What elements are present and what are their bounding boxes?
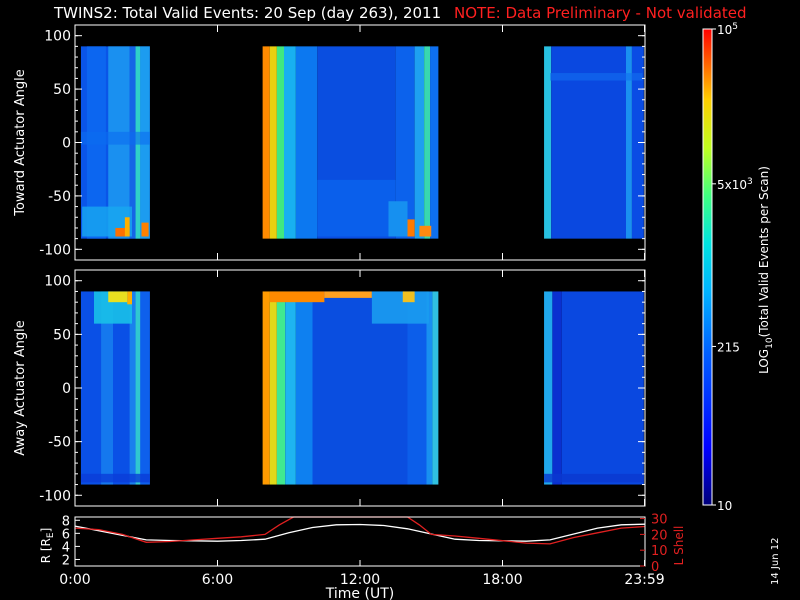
toward-stripe-9 (284, 46, 296, 239)
chart-title: TWINS2: Total Valid Events: 20 Sep (day … (54, 4, 442, 22)
away-stripe-12 (426, 291, 433, 485)
away-ytick-label: 100 (44, 274, 71, 290)
colorbar-label: LOG10(Total Valid Events per Scan) (757, 166, 775, 374)
colorbar-tick-label: 215 (717, 340, 740, 354)
time-axis-label: Time (UT) (325, 586, 394, 600)
toward-stripe-12 (395, 46, 415, 239)
colorbar-tick-exponent: 3 (747, 177, 753, 187)
away-stripe-4 (140, 291, 150, 485)
toward-feature-2 (124, 217, 130, 237)
away-feature-6 (402, 291, 415, 303)
orbit-ytick-label-right: 20 (651, 528, 668, 543)
time-tick-label: 23:59 (624, 572, 664, 588)
colorbar-tick-label: 10 (717, 499, 732, 513)
time-tick-label: 12:00 (340, 572, 380, 588)
orbit-ytick-label-right: 0 (651, 560, 659, 575)
orbit-ytick-label-left: 4 (62, 540, 70, 555)
colorbar-tick-base: 10 (717, 23, 732, 37)
colorbar-tick-base: 5x10 (717, 178, 747, 192)
preliminary-note: NOTE: Data Preliminary - Not validated (454, 4, 747, 22)
colorbar-tick-base: 10 (717, 499, 732, 513)
radius-axis-label-sub: E (46, 532, 56, 538)
toward-stripe-8 (276, 46, 284, 239)
away-feature-8 (544, 473, 644, 483)
colorbar-label-rest: (Total Valid Events per Scan) (757, 166, 771, 337)
away-stripe-13 (432, 291, 439, 485)
toward-ytick-label: 100 (44, 29, 71, 45)
away-stripe-8 (285, 291, 296, 485)
toward-ylabel: Toward Actuator Angle (13, 69, 28, 216)
toward-stripe-15 (430, 46, 439, 239)
colorbar-tick-label: 105 (717, 22, 738, 37)
toward-ytick-label: -50 (48, 189, 71, 205)
toward-stripe-18 (626, 46, 632, 239)
radius-axis-label-main: R [R (39, 538, 53, 563)
toward-feature-6 (407, 219, 415, 237)
colorbar-gradient (702, 28, 713, 506)
away-stripe-3 (135, 291, 141, 485)
away-stripe-11 (407, 291, 427, 485)
toward-stripe-14 (424, 46, 431, 239)
toward-feature-9 (550, 73, 643, 81)
colorbar-tick-label: 5x103 (717, 177, 753, 192)
colorbar-label-log: LOG (757, 349, 771, 374)
away-ylabel: Away Actuator Angle (13, 320, 28, 455)
away-stripe-2 (129, 291, 136, 485)
toward-stripe-10 (295, 46, 318, 239)
orbit-ytick-label-left: 8 (62, 514, 70, 529)
away-stripe-6 (269, 291, 277, 485)
away-stripe-14 (544, 291, 553, 485)
orbit-ytick-label-right: 30 (651, 513, 668, 528)
away-stripe-15 (552, 291, 562, 485)
toward-feature-7 (419, 225, 432, 237)
toward-feature-5 (388, 201, 408, 237)
away-stripe-1 (101, 291, 113, 485)
toward-stripe-13 (414, 46, 425, 239)
colorbar-label-sub: 10 (765, 337, 775, 349)
toward-stripe-7 (269, 46, 277, 239)
away-stripe-16 (561, 291, 644, 485)
colorbar-tick-base: 215 (717, 340, 740, 354)
away-ytick-label: 0 (62, 381, 71, 397)
toward-panel: 100 50 0 -50 -100 Toward Actuator Angle (13, 24, 646, 261)
toward-ytick-label: -100 (39, 242, 71, 258)
away-feature-4 (324, 291, 372, 298)
toward-stripe-19 (631, 46, 644, 239)
away-feature-7 (80, 473, 150, 483)
orbit-ytick-label-left: 2 (62, 553, 70, 568)
colorbar-tick-exponent: 5 (732, 22, 738, 32)
radius-series-line (74, 523, 646, 542)
toward-ytick-label: 50 (53, 82, 71, 98)
lshell-axis-label: L Shell (672, 526, 686, 566)
away-stripe-7 (276, 291, 286, 485)
time-tick-label: 6:00 (202, 572, 233, 588)
away-ytick-label: -50 (48, 435, 71, 451)
toward-stripe-6 (262, 46, 270, 239)
toward-stripe-16 (544, 46, 552, 239)
toward-feature-3 (141, 222, 149, 237)
orbit-ytick-label-left: 6 (62, 527, 70, 542)
away-stripe-9 (295, 291, 313, 485)
radius-axis-label-end: ] (39, 528, 53, 533)
toward-feature-4 (317, 179, 396, 237)
radius-axis-label: R [RE] (39, 528, 56, 564)
away-ytick-label: 50 (53, 327, 71, 343)
toward-ytick-label: 0 (62, 136, 71, 152)
time-tick-label: 0:00 (59, 572, 90, 588)
away-feature-5 (371, 291, 429, 324)
toward-feature-1 (115, 227, 130, 237)
away-feature-3 (269, 291, 325, 303)
away-panel: 100 50 0 -50 -100 Away Actuator Angle (13, 269, 646, 507)
away-stripe-5 (262, 291, 270, 485)
time-tick-label: 18:00 (482, 572, 522, 588)
away-ytick-label: -100 (39, 488, 71, 504)
away-feature-1 (108, 291, 128, 303)
away-feature-2 (127, 291, 132, 305)
toward-feature-8 (80, 131, 150, 145)
orbit-ytick-label-right: 10 (651, 544, 668, 559)
